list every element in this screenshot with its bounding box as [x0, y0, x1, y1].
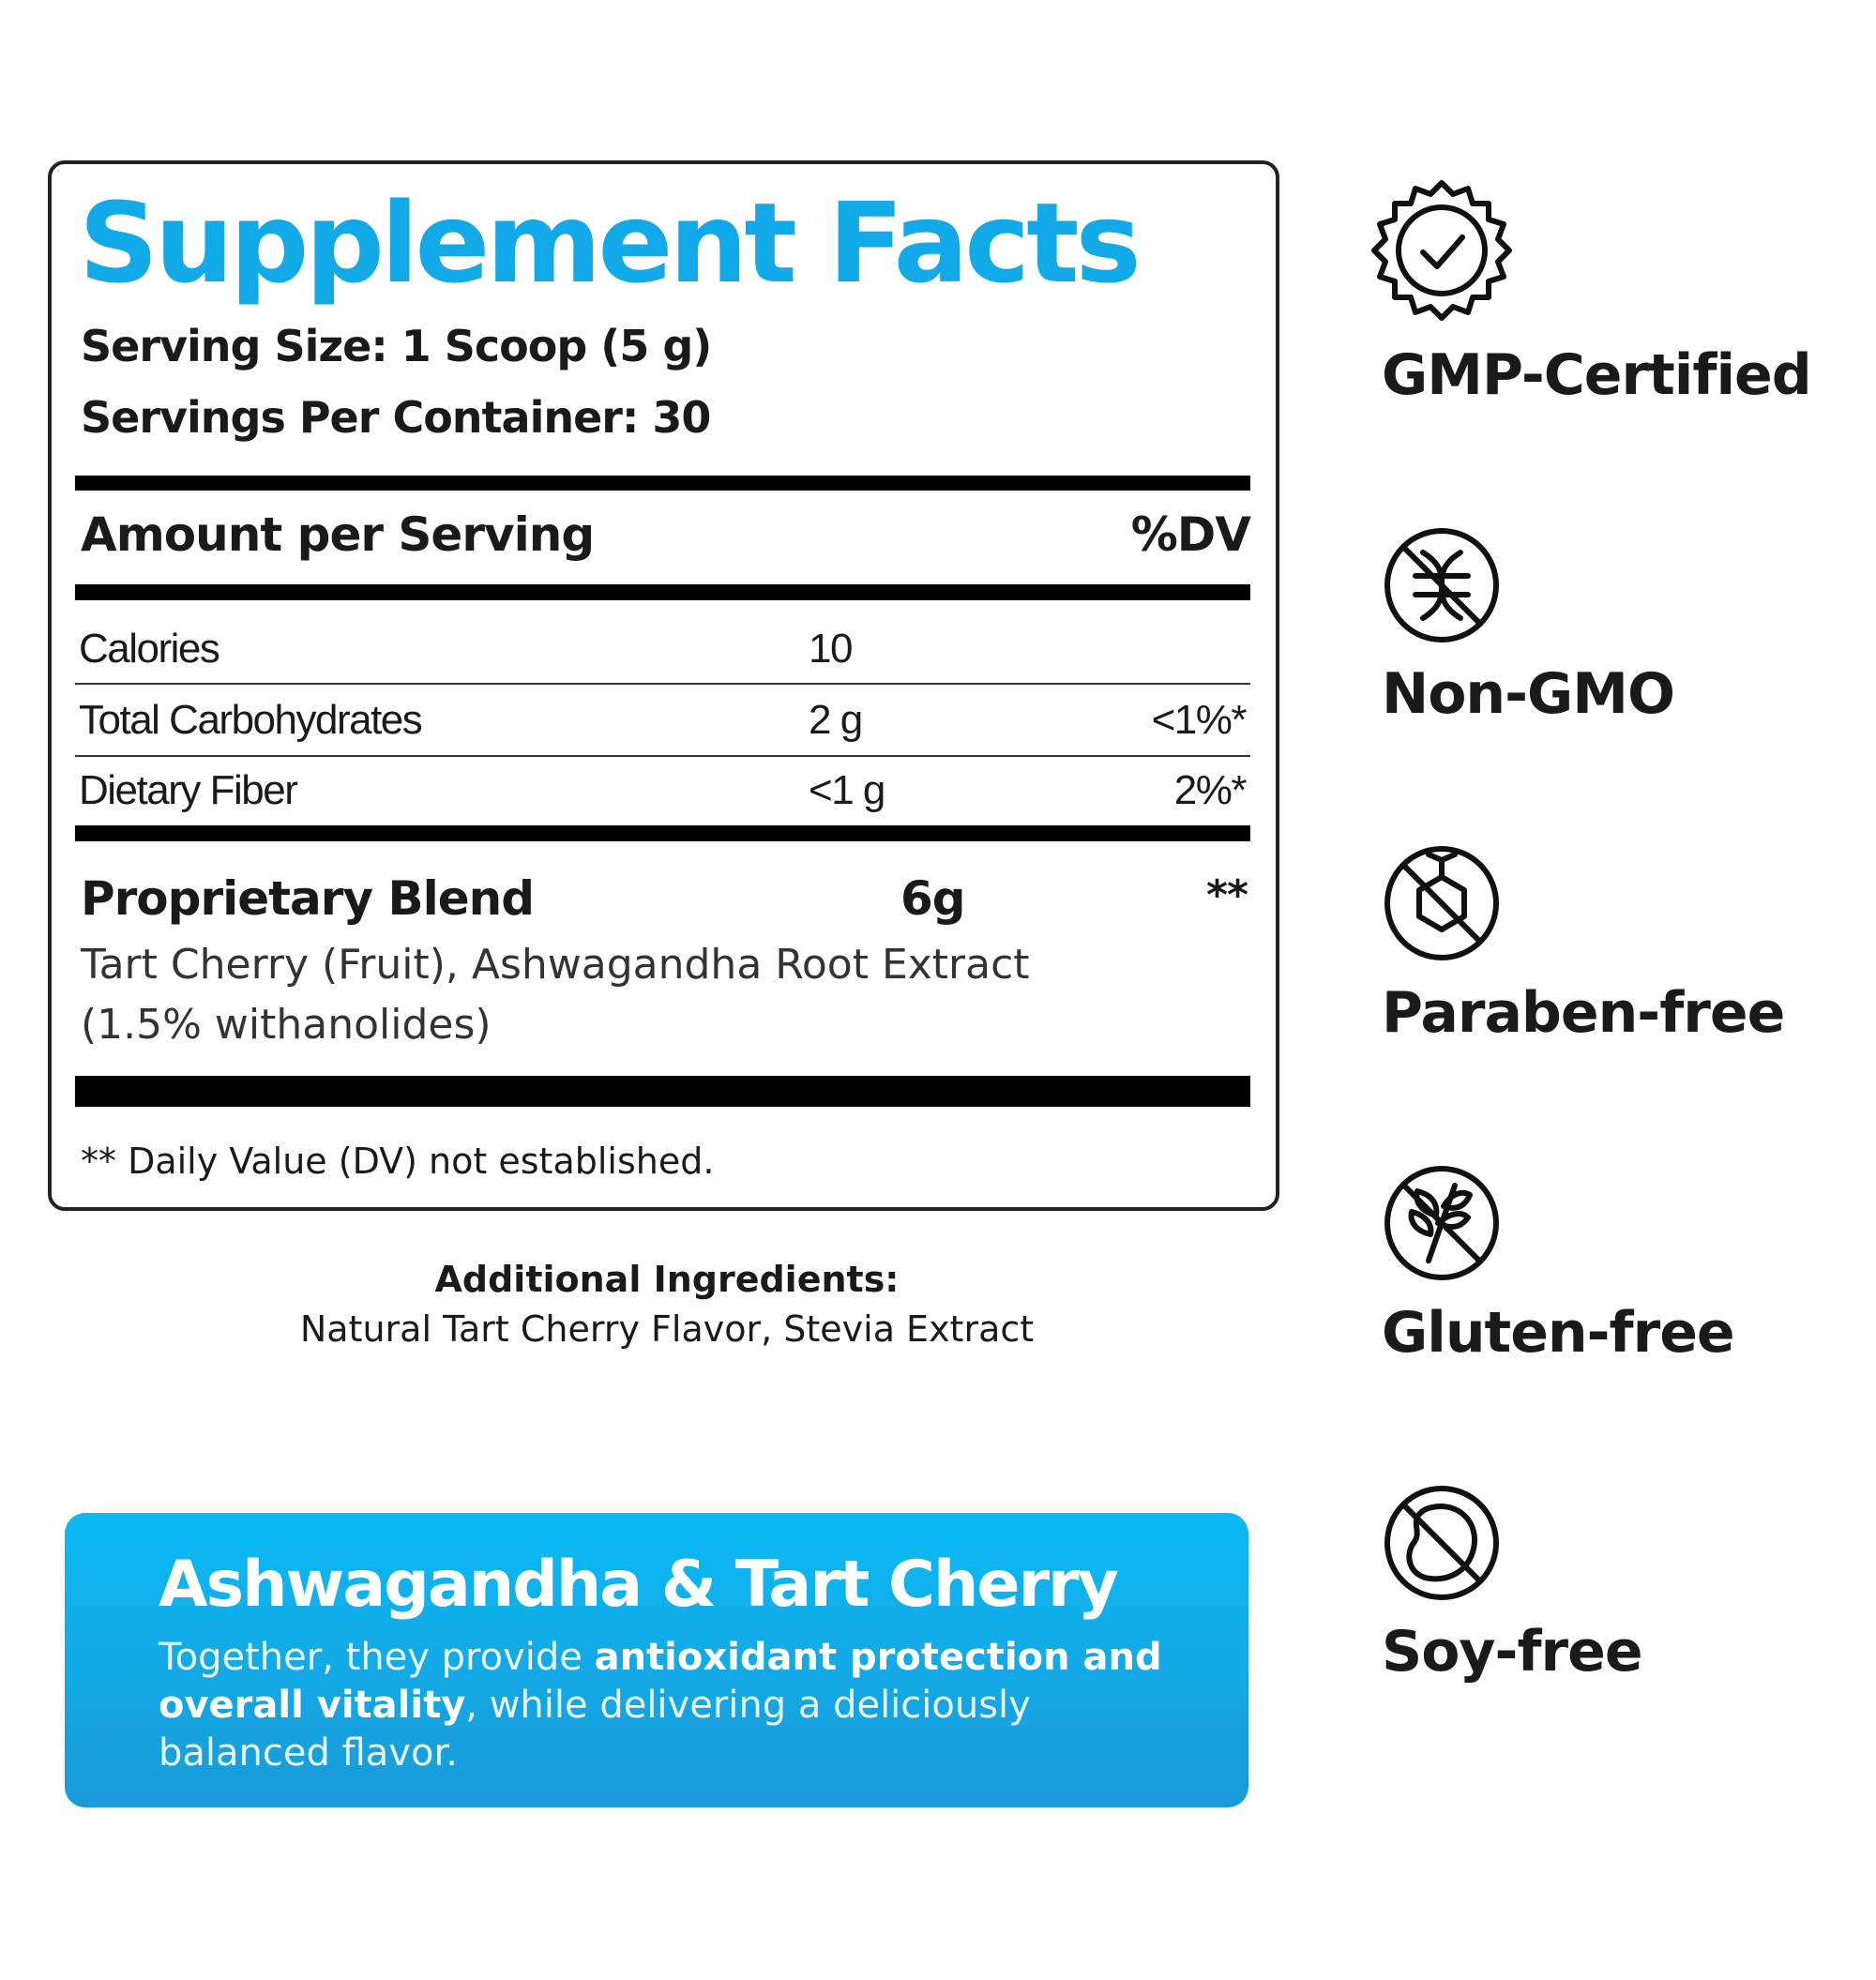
card-heading: Ashwagandha & Tart Cherry: [159, 1548, 1119, 1622]
badge-label: Soy-free: [1382, 1619, 1643, 1685]
card-body-segment: , while delivering a deliciously balance…: [159, 1684, 1031, 1775]
row-label: Total Carbohydrates: [79, 697, 423, 743]
footnote: ** Daily Value (DV) not established.: [81, 1141, 715, 1182]
dv-header: %DV: [1130, 507, 1251, 562]
card-body-segment: Together, they provide: [159, 1636, 595, 1679]
info-card: [65, 1513, 1248, 1807]
gluten-free-icon: [1384, 1166, 1499, 1280]
blend-ingredients: (1.5% withanolides): [81, 1001, 492, 1049]
badge-label: Non-GMO: [1382, 661, 1675, 727]
rule: [75, 825, 1250, 841]
amount-header: Amount per Serving: [81, 507, 595, 562]
badge-label: Gluten-free: [1382, 1300, 1735, 1366]
row-divider: [75, 683, 1250, 685]
blend-dv: **: [1205, 871, 1248, 919]
serving-size: Serving Size: 1 Scoop (5 g): [81, 321, 712, 371]
row-amount: 2 g: [809, 697, 863, 743]
facts-title: Supplement Facts: [79, 178, 1142, 308]
additional-heading: Additional Ingredients:: [434, 1259, 900, 1300]
blend-label: Proprietary Blend: [81, 871, 535, 926]
additional-text: Natural Tart Cherry Flavor, Stevia Extra…: [299, 1308, 1035, 1350]
rule: [75, 1076, 1250, 1107]
badge-label: GMP-Certified: [1382, 342, 1812, 408]
row-dv: <1%*: [1151, 697, 1248, 743]
row-divider: [75, 755, 1250, 757]
card-body: Together, they provide antioxidant prote…: [159, 1634, 1200, 1777]
row-amount: <1 g: [809, 767, 885, 813]
gmp-icon: [1371, 180, 1512, 321]
row-amount: 10: [809, 626, 853, 672]
non-gmo-icon: [1384, 528, 1499, 642]
row-dv: 2%*: [1173, 767, 1248, 813]
card-body-segment: antioxidant protection and overall vital…: [159, 1636, 1162, 1727]
soy-free-icon: [1384, 1486, 1499, 1600]
paraben-free-icon: [1384, 846, 1499, 960]
servings-per-container: Servings Per Container: 30: [81, 392, 711, 443]
blend-ingredients: Tart Cherry (Fruit), Ashwagandha Root Ex…: [81, 941, 1030, 989]
badge-label: Paraben-free: [1382, 980, 1785, 1046]
rule: [75, 584, 1250, 600]
row-label: Dietary Fiber: [79, 767, 298, 813]
row-label: Calories: [79, 626, 220, 672]
rule: [75, 476, 1250, 491]
facts-panel: [48, 160, 1279, 1211]
blend-amount: 6g: [900, 871, 966, 926]
